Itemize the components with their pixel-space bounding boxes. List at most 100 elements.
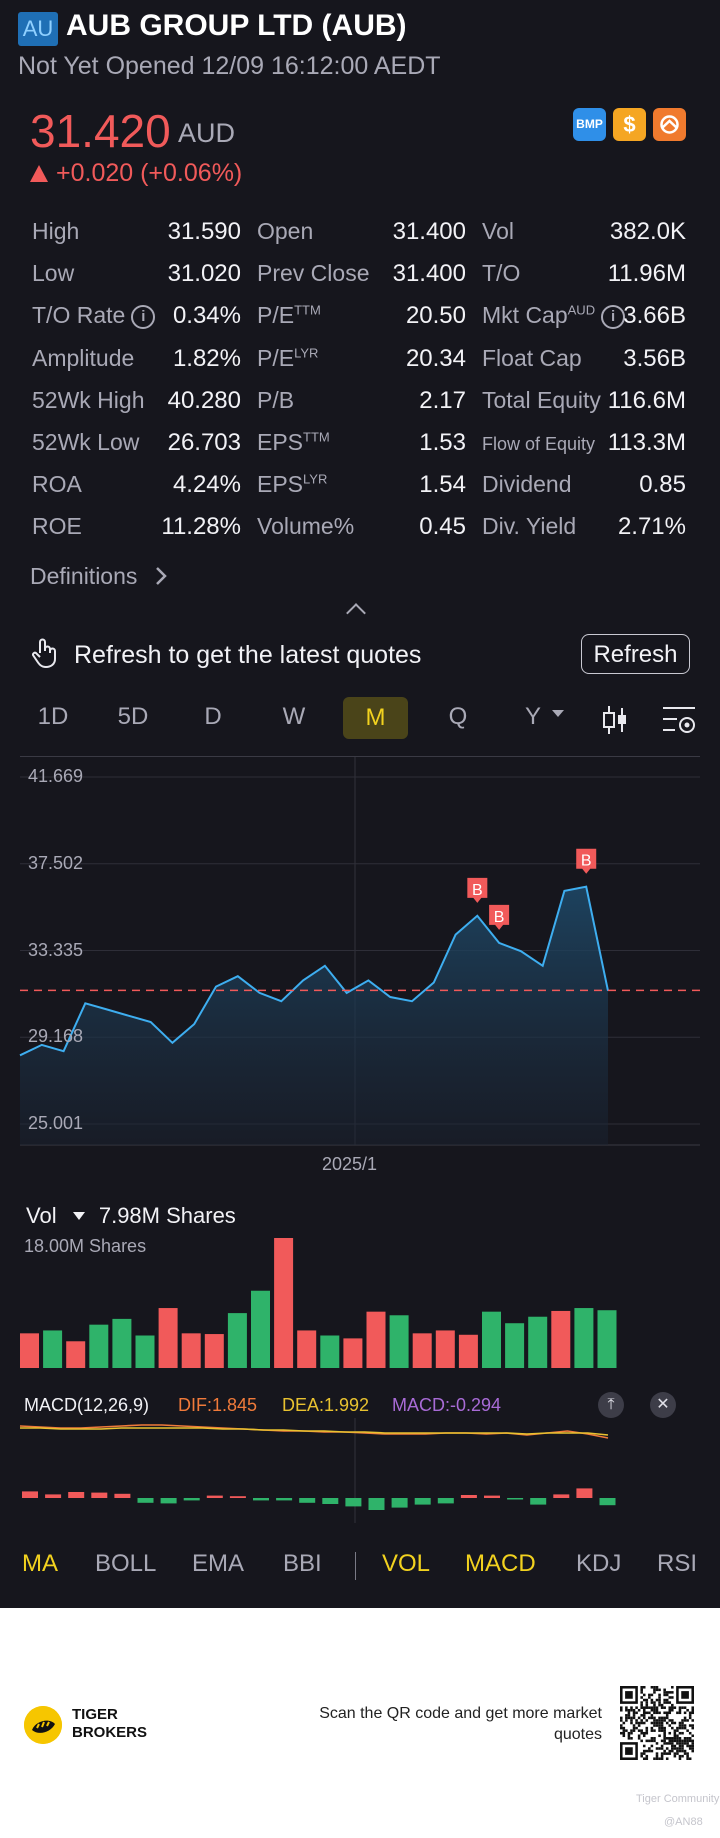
period-tab-q[interactable]: Q	[448, 703, 468, 730]
stat-label: Div. Yield	[482, 513, 576, 540]
stat-label: EPSLYR	[257, 471, 327, 498]
volume-bar	[412, 1333, 432, 1368]
share-icon[interactable]	[653, 108, 686, 141]
buy-marker-label: B	[494, 909, 505, 926]
stat-value: 31.400	[392, 260, 466, 287]
stat-label: T/O Rate i	[32, 302, 156, 329]
period-tab-5d[interactable]: 5D	[117, 703, 149, 730]
stat-label: EPSTTM	[257, 429, 330, 456]
volume-bar	[343, 1338, 363, 1368]
stat-label: P/ELYR	[257, 345, 318, 372]
stat-label: T/O	[482, 260, 520, 287]
indicator-tab-boll[interactable]: BOLL	[95, 1550, 157, 1577]
volume-bar	[204, 1334, 224, 1368]
indicator-tab-ema[interactable]: EMA	[192, 1550, 245, 1577]
refresh-button[interactable]: Refresh	[581, 634, 690, 674]
indicator-tab-macd[interactable]: MACD	[465, 1550, 536, 1577]
definitions-label: Definitions	[30, 563, 138, 589]
macd-chart[interactable]	[0, 1418, 720, 1528]
tiger-logo-icon	[24, 1706, 62, 1744]
indicator-tab-bbi[interactable]: BBI	[283, 1550, 322, 1577]
volume-header[interactable]: Vol 7.98M Shares	[26, 1203, 236, 1229]
stock-title: AUB GROUP LTD (AUB)	[66, 9, 407, 42]
close-icon[interactable]: ✕	[650, 1392, 676, 1418]
x-axis-label: 2025/1	[322, 1154, 378, 1174]
brand-line-2: BROKERS	[72, 1724, 148, 1741]
refresh-prompt: Refresh to get the latest quotes	[74, 641, 422, 669]
indicator-tab-vol[interactable]: VOL	[382, 1550, 431, 1577]
watermark-community: Tiger Community	[636, 1793, 720, 1805]
volume-label: Vol	[26, 1203, 57, 1228]
volume-chart[interactable]	[0, 1230, 720, 1370]
period-tab-1d[interactable]: 1D	[37, 703, 69, 730]
stat-value: 0.85	[639, 471, 686, 498]
stat-label-text: Low	[32, 260, 75, 286]
definitions-link[interactable]: Definitions	[30, 563, 172, 590]
y-tick-label: 37.502	[28, 852, 84, 873]
qr-code	[620, 1686, 694, 1760]
stat-label: Volume%	[257, 513, 354, 540]
buy-marker[interactable]: B	[467, 877, 488, 903]
period-tab-d[interactable]: D	[204, 703, 222, 730]
volume-bar	[505, 1323, 525, 1368]
period-tab-y[interactable]: Y	[524, 703, 541, 730]
share-footer	[0, 1608, 720, 1838]
macd-histogram-bar	[137, 1498, 154, 1503]
stat-label-text: P/E	[257, 345, 295, 371]
price-chart[interactable]: BBB	[0, 757, 720, 1177]
bmp-icon[interactable]: BMP	[573, 108, 606, 141]
stat-value: 113.3M	[607, 429, 686, 456]
indicator-tab-ma[interactable]: MA	[22, 1550, 58, 1577]
stat-label-text: P/B	[257, 387, 295, 413]
macd-value: MACD:-0.294	[392, 1395, 502, 1415]
indicator-divider	[355, 1552, 356, 1580]
dollar-icon[interactable]: $	[613, 108, 646, 141]
candlestick-icon[interactable]	[601, 704, 629, 741]
buy-marker-label: B	[472, 882, 483, 899]
volume-bar	[181, 1333, 201, 1368]
volume-bar	[574, 1308, 594, 1368]
stat-label: P/ETTM	[257, 302, 321, 329]
macd-histogram-bar	[22, 1491, 38, 1498]
stat-label: Open	[257, 218, 313, 245]
macd-params: MACD(12,26,9)	[24, 1395, 150, 1415]
stat-label-text: Volume%	[257, 513, 355, 539]
buy-marker-label: B	[581, 853, 592, 870]
stat-value: 1.53	[419, 429, 466, 456]
info-icon[interactable]: i	[131, 305, 156, 329]
last-price: 31.420	[30, 105, 171, 157]
stat-value: 4.24%	[172, 471, 241, 498]
pin-top-icon[interactable]: ⤒	[598, 1392, 624, 1418]
volume-bar	[66, 1341, 86, 1368]
stat-label: Amplitude	[32, 345, 134, 372]
stat-label: Vol	[482, 218, 514, 245]
stat-label-superscript: AUD	[567, 302, 596, 318]
indicator-tab-kdj[interactable]: KDJ	[576, 1550, 622, 1577]
macd-histogram-bar	[553, 1494, 570, 1498]
buy-marker[interactable]: B	[576, 848, 597, 874]
volume-bar	[551, 1310, 571, 1368]
stat-label: 52Wk High	[32, 387, 144, 414]
stat-label-text: Amplitude	[32, 345, 135, 371]
macd-histogram-bar	[183, 1498, 200, 1501]
macd-histogram-bar	[507, 1498, 524, 1500]
buy-marker[interactable]: B	[489, 904, 510, 930]
volume-bar	[458, 1334, 478, 1368]
info-icon[interactable]: i	[601, 305, 626, 329]
macd-histogram-bar	[322, 1498, 339, 1504]
stat-value: 11.28%	[161, 513, 241, 540]
period-tab-m[interactable]: M	[343, 697, 408, 739]
indicator-tab-rsi[interactable]: RSI	[657, 1550, 698, 1577]
period-tab-w[interactable]: W	[282, 703, 306, 730]
stat-label-text: T/O	[482, 260, 521, 286]
y-tick-label: 41.669	[28, 766, 84, 786]
stat-label-superscript: LYR	[294, 345, 319, 361]
stat-value: 31.020	[167, 260, 241, 287]
stat-label: Low	[32, 260, 74, 287]
stat-value: 26.703	[167, 429, 241, 456]
dropdown-caret-icon[interactable]	[552, 710, 564, 717]
chart-settings-icon[interactable]	[661, 704, 697, 741]
volume-bar	[482, 1311, 501, 1368]
macd-histogram-bar	[599, 1498, 616, 1506]
macd-histogram-bar	[276, 1498, 293, 1501]
